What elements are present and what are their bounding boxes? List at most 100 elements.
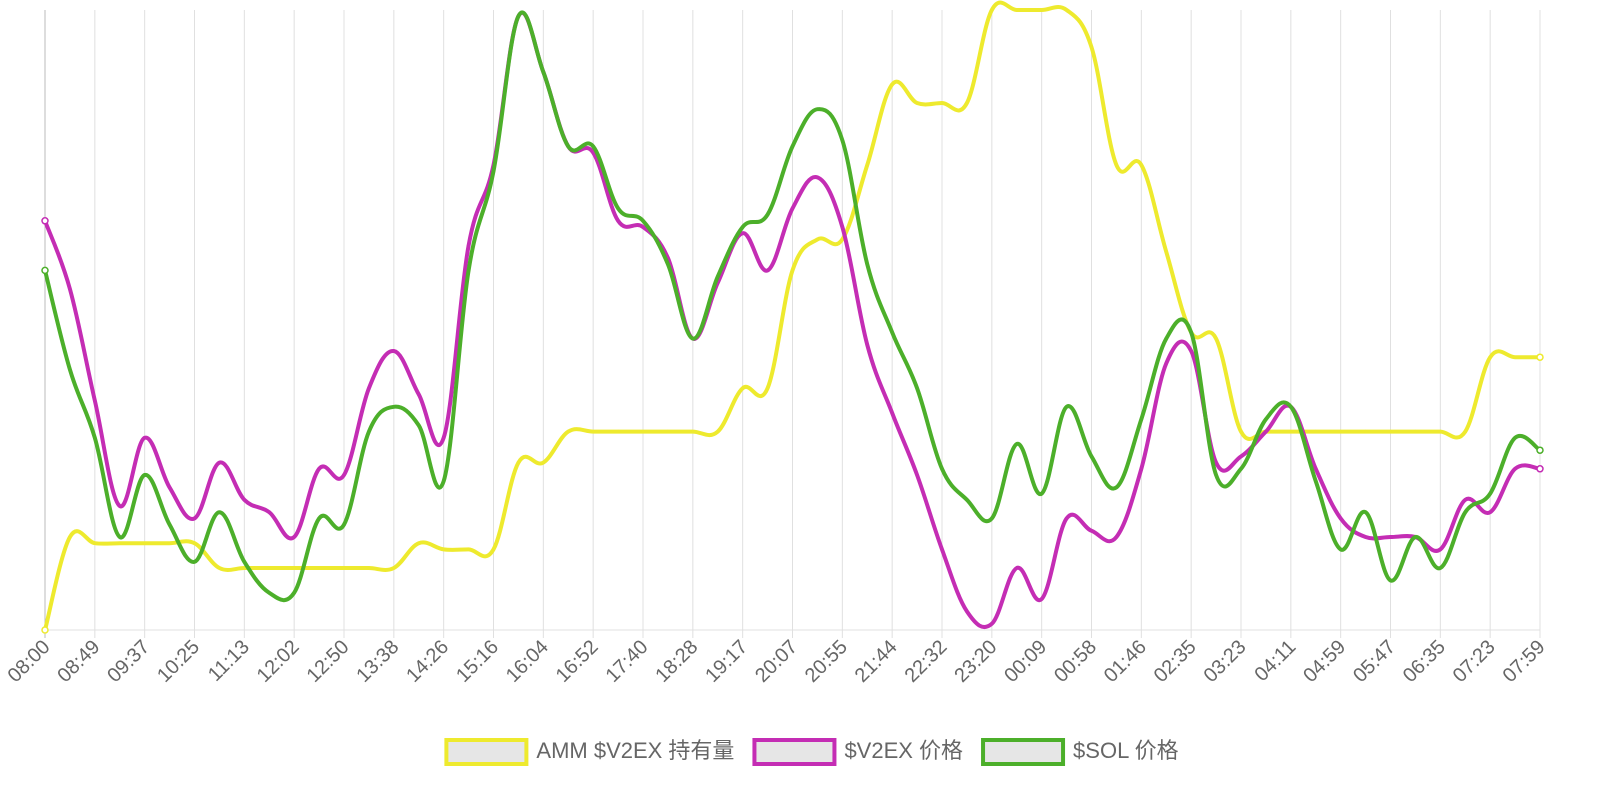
point [1363, 510, 1368, 514]
point [242, 498, 247, 502]
point [840, 225, 845, 229]
x-tick-label: 08:49 [53, 636, 104, 687]
point [1338, 429, 1343, 434]
point [292, 535, 296, 539]
point [1438, 566, 1443, 570]
point [716, 429, 720, 434]
point [1114, 535, 1119, 539]
point [41, 217, 49, 225]
point [716, 274, 720, 279]
point [691, 336, 695, 341]
point [1463, 498, 1467, 502]
point [765, 386, 770, 390]
point [1388, 578, 1393, 583]
x-tick-label: 21:44 [851, 636, 902, 687]
point [641, 429, 645, 434]
x-tick-label: 02:35 [1150, 636, 1201, 687]
x-tick-label: 03:23 [1200, 636, 1251, 687]
point [1289, 405, 1293, 409]
point [317, 516, 321, 521]
point [566, 429, 570, 434]
point [417, 423, 421, 428]
point [267, 510, 271, 514]
line [43, 0, 1540, 631]
point [1513, 436, 1517, 440]
point [118, 535, 122, 539]
point [1039, 597, 1044, 601]
point [915, 386, 919, 390]
point [491, 169, 496, 173]
point [865, 262, 869, 266]
point [1089, 45, 1094, 49]
point [815, 175, 820, 180]
point [740, 386, 745, 390]
point [1139, 417, 1144, 421]
point [68, 367, 72, 372]
point [1513, 467, 1517, 471]
x-tick-label: 09:37 [103, 636, 154, 687]
point [516, 460, 521, 465]
point [616, 429, 620, 434]
point [1189, 330, 1193, 335]
point [93, 541, 97, 545]
point [616, 206, 620, 211]
point [267, 591, 271, 595]
point [441, 436, 446, 440]
point [541, 70, 546, 74]
point [1164, 361, 1168, 366]
x-tick-label: 14:26 [402, 636, 453, 687]
point [1314, 479, 1318, 483]
point [915, 101, 919, 105]
point [990, 516, 994, 521]
x-tick-label: 04:11 [1250, 636, 1300, 686]
point [41, 626, 49, 634]
point [292, 591, 296, 595]
point [1488, 355, 1492, 359]
point [417, 541, 421, 545]
point [1536, 446, 1544, 454]
point [217, 460, 222, 465]
point [1239, 467, 1243, 471]
point [242, 566, 247, 570]
x-tick-label: 15:16 [452, 636, 503, 687]
point [142, 436, 147, 440]
point [790, 206, 795, 211]
point [1239, 454, 1243, 459]
point [840, 138, 845, 142]
legend-label: $SOL 价格 [1073, 738, 1179, 763]
point [1314, 467, 1318, 471]
point [1264, 429, 1268, 434]
x-tick-label: 12:02 [253, 636, 304, 687]
x-tick-label: 22:32 [901, 636, 952, 687]
point [990, 622, 994, 626]
point [1089, 529, 1094, 533]
point [118, 504, 122, 508]
point [167, 541, 172, 545]
x-tick-label: 18:28 [651, 636, 702, 687]
point [1363, 535, 1368, 539]
x-tick-label: 07:23 [1449, 636, 1500, 687]
point [417, 392, 421, 397]
point [591, 144, 595, 149]
x-tick-label: 06:35 [1399, 636, 1450, 687]
point [392, 566, 396, 570]
point [1064, 8, 1069, 12]
point [118, 541, 122, 545]
point [342, 566, 346, 570]
point [292, 566, 296, 570]
legend-swatch [444, 738, 529, 766]
x-tick-label: 00:58 [1050, 636, 1101, 687]
x-tick-label: 17:40 [602, 636, 653, 687]
point [691, 429, 695, 434]
point [142, 541, 147, 545]
legend-label: $V2EX 价格 [844, 738, 963, 763]
point [317, 566, 321, 570]
point [765, 268, 770, 273]
point [740, 225, 745, 229]
point [865, 163, 869, 167]
point [890, 330, 894, 335]
point [890, 411, 894, 415]
point [242, 560, 247, 564]
point [367, 386, 371, 390]
